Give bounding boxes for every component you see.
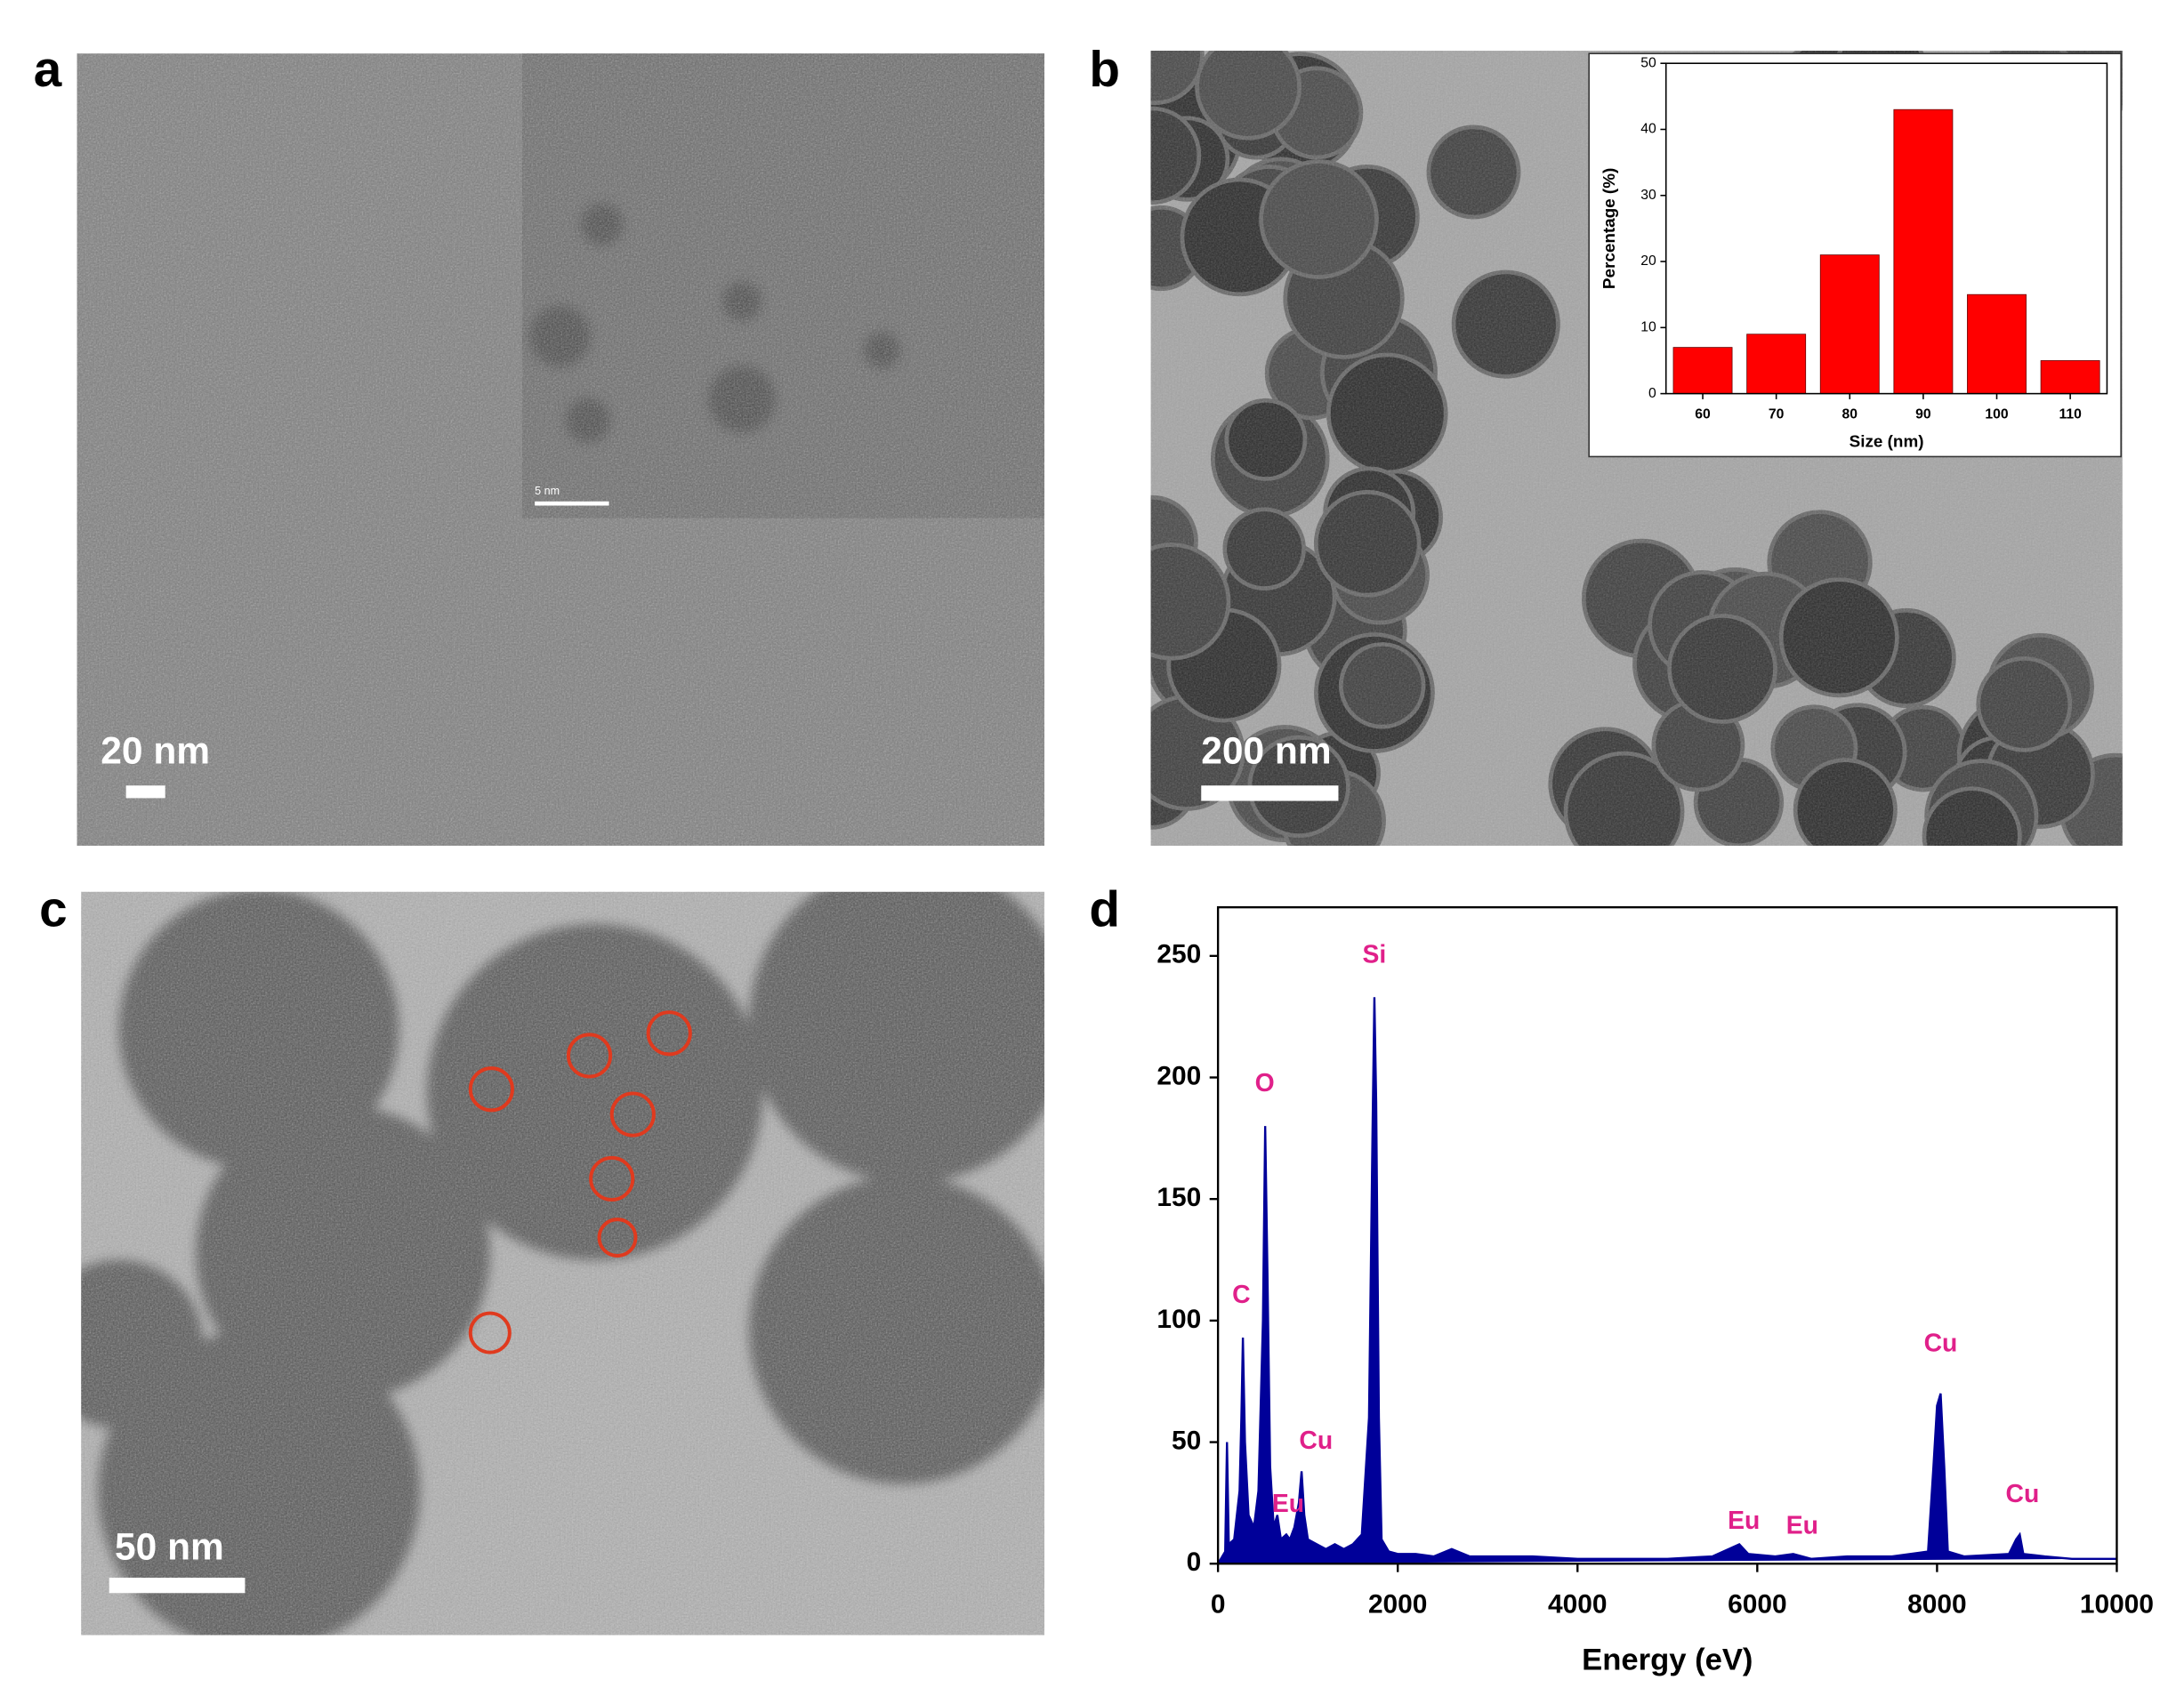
bar <box>2040 360 2100 395</box>
x-tick-label: 6000 <box>1728 1589 1787 1619</box>
x-tick-label: 90 <box>1915 406 1931 422</box>
dot-markers <box>468 1010 692 1354</box>
peak-label: Cu <box>1299 1427 1333 1455</box>
spectrum <box>1217 997 2117 1564</box>
y-tick-label: 150 <box>1156 1183 1201 1212</box>
peak-label: Eu <box>1272 1490 1304 1518</box>
bar <box>1746 334 1807 395</box>
scale-bar <box>109 1577 246 1594</box>
x-tick-label: 4000 <box>1548 1589 1607 1619</box>
y-tick-label: 50 <box>1172 1426 1201 1455</box>
peak-label: Eu <box>1786 1512 1818 1540</box>
bar <box>1893 109 1954 395</box>
peak-label: Cu <box>2006 1480 2040 1508</box>
x-tick-label: 80 <box>1842 406 1858 422</box>
bar <box>1819 254 1880 395</box>
panel-a: 5 nm 20 nm a <box>34 42 1044 846</box>
panel-label: a <box>34 42 62 98</box>
x-tick-label: 0 <box>1211 1589 1226 1619</box>
inset-scale-bar <box>535 501 609 506</box>
peak-label: Si <box>1363 940 1387 969</box>
scale-text: 50 nm <box>115 1527 224 1569</box>
panel-b: 200 nm b <box>1089 42 2123 846</box>
panel-label: c <box>39 881 68 937</box>
y-tick-label: 250 <box>1156 940 1201 969</box>
x-tick-label: 100 <box>1985 406 2008 422</box>
bar <box>1967 293 2027 395</box>
noise <box>77 53 1044 846</box>
y-tick-label: 200 <box>1156 1061 1201 1090</box>
y-tick-label: 20 <box>1640 253 1656 269</box>
peak-label: Cu <box>1924 1330 1958 1358</box>
scale-bar <box>1201 785 1339 801</box>
x-tick-label: 2000 <box>1368 1589 1428 1619</box>
scale-bar <box>125 785 165 799</box>
y-tick-label: 30 <box>1640 188 1656 203</box>
plot-frame <box>1664 62 2108 395</box>
x-tick-label: 110 <box>2059 406 2082 422</box>
x-axis-label: Energy (eV) <box>1582 1644 1753 1677</box>
peak-label: C <box>1232 1281 1250 1309</box>
x-axis-label: Size (nm) <box>1850 433 1924 452</box>
inset-scale-text: 5 nm <box>535 485 560 497</box>
y-tick-label: 40 <box>1640 122 1656 137</box>
y-tick-label: 100 <box>1156 1305 1201 1334</box>
bar <box>1672 347 1733 395</box>
scale-text: 200 nm <box>1201 730 1331 772</box>
x-tick-label: 8000 <box>1907 1589 1967 1619</box>
x-tick-label: 10000 <box>2080 1589 2154 1619</box>
x-tick-label: 60 <box>1695 406 1711 422</box>
scale-text: 20 nm <box>101 730 210 772</box>
panel-c: 50 nm c <box>39 881 1044 1636</box>
y-tick-label: 50 <box>1640 55 1656 70</box>
x-tick-label: 70 <box>1769 406 1785 422</box>
panel-label: b <box>1089 42 1120 98</box>
noise <box>81 891 1044 1636</box>
y-tick-label: 0 <box>1187 1547 1202 1577</box>
peak-label: O <box>1255 1069 1275 1097</box>
plot-frame <box>1216 905 2118 1565</box>
panel-label: d <box>1089 881 1120 937</box>
y-tick-label: 0 <box>1648 386 1656 401</box>
peak-label: Eu <box>1728 1507 1760 1535</box>
y-axis-label: Percentage (%) <box>1600 168 1619 289</box>
y-tick-label: 10 <box>1640 319 1656 334</box>
